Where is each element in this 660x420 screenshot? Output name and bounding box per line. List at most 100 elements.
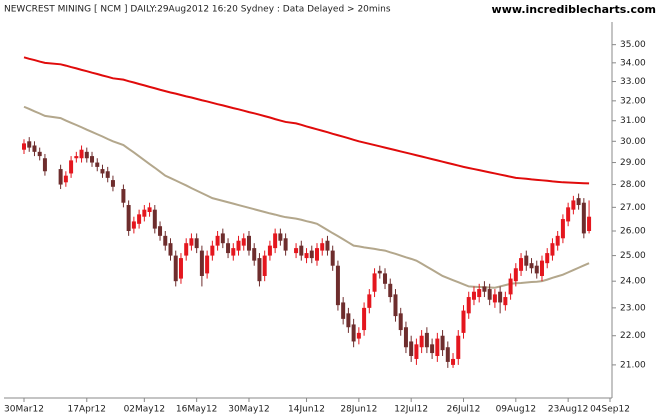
candle-body <box>283 238 288 251</box>
candle-body <box>461 310 466 333</box>
candle-body <box>137 214 142 224</box>
candle-body <box>362 307 367 331</box>
candle-body <box>131 221 136 229</box>
x-tick-label: 14Jun12 <box>288 405 325 415</box>
candle-body <box>550 243 555 256</box>
candle-body <box>351 324 356 342</box>
candle-body <box>430 344 435 354</box>
candle-body <box>335 265 340 306</box>
candle-body <box>105 171 110 178</box>
source: www.incrediblecharts.com <box>492 3 656 16</box>
candle-body <box>576 198 581 206</box>
candle-body <box>252 248 257 261</box>
x-tick-label: 04Sep12 <box>590 405 630 415</box>
candle-body <box>163 235 168 246</box>
x-tick-label: 02May12 <box>124 405 166 415</box>
candle-body <box>330 250 335 266</box>
candle-body <box>587 216 592 232</box>
candle-body <box>414 344 419 359</box>
candle-body <box>178 258 183 279</box>
candle-body <box>320 243 325 251</box>
x-tick-label: 23Aug12 <box>548 405 588 415</box>
candle-body <box>173 255 178 282</box>
candle-body <box>471 291 476 300</box>
candle-body <box>372 273 377 292</box>
candle-body <box>346 313 351 328</box>
candle-body <box>210 245 215 256</box>
y-tick-label: 30.00 <box>620 137 646 147</box>
candle-body <box>147 207 152 213</box>
x-tick-label: 30Mar12 <box>4 405 44 415</box>
candle-body <box>74 156 79 159</box>
x-tick-label: 12Jul12 <box>394 405 428 415</box>
candle-body <box>566 207 571 222</box>
candle-body <box>545 253 550 264</box>
candle-body <box>393 294 398 317</box>
candle-body <box>199 250 204 276</box>
candle-body <box>560 219 565 239</box>
candle-body <box>189 238 194 246</box>
candle-body <box>226 243 231 254</box>
y-tick-label: 32.00 <box>620 96 646 106</box>
candle-body <box>398 313 403 331</box>
candle-body <box>32 145 37 152</box>
candle-body <box>435 338 440 357</box>
candle-body <box>231 248 236 256</box>
candle-body <box>482 286 487 292</box>
candle-body <box>246 235 251 251</box>
candle-body <box>403 327 408 348</box>
y-tick-label: 35.00 <box>620 40 646 50</box>
y-tick-label: 22.00 <box>620 331 646 341</box>
candle-body <box>487 289 492 300</box>
x-tick-label: 17Apr12 <box>68 405 106 415</box>
candle-body <box>273 233 278 249</box>
y-tick-label: 26.00 <box>620 227 646 237</box>
candle-body <box>498 291 503 303</box>
candle-body <box>571 200 576 210</box>
candle-body <box>79 149 84 159</box>
candle-body <box>508 278 513 295</box>
moving-average-line <box>23 105 590 289</box>
candle-body <box>315 248 319 261</box>
candle-body <box>309 250 314 259</box>
candle-body <box>22 143 26 150</box>
candle-body <box>513 268 518 282</box>
candle-body <box>529 263 534 269</box>
y-tick-label: 23.00 <box>620 303 646 313</box>
candle-body <box>539 260 544 276</box>
candle-body <box>84 151 89 159</box>
candle-body <box>304 253 309 259</box>
candle-body <box>477 289 482 298</box>
y-tick-label: 21.00 <box>620 360 646 370</box>
candle-body <box>90 156 95 163</box>
candle-body <box>456 335 461 359</box>
candle-body <box>152 209 157 229</box>
y-tick-label: 31.00 <box>620 116 646 126</box>
candle-body <box>419 335 424 348</box>
y-tick-label: 33.00 <box>620 77 646 87</box>
moving-average-line <box>23 56 590 185</box>
candle-body <box>440 335 445 351</box>
candle-body <box>267 245 272 256</box>
x-tick-label: 09Aug12 <box>496 405 536 415</box>
candle-body <box>42 158 47 172</box>
candle-body <box>142 209 147 217</box>
chart-title: NEWCREST MINING [ NCM ] DAILY:29Aug2012 … <box>4 5 391 15</box>
candle-body <box>27 141 32 148</box>
candle-body <box>69 160 74 174</box>
candle-body <box>168 243 173 256</box>
candle-body <box>220 233 225 244</box>
candle-body <box>194 238 199 249</box>
candle-body <box>341 302 346 319</box>
candle-body <box>184 243 189 256</box>
candle-body <box>299 245 304 256</box>
x-tick-label: 30May12 <box>228 405 270 415</box>
candle-body <box>424 332 429 348</box>
candle-body <box>100 169 105 174</box>
candle-body <box>121 189 126 203</box>
candle-body <box>325 240 330 251</box>
candle-body <box>215 235 220 246</box>
candle-body <box>37 151 42 157</box>
candle-body <box>555 235 560 246</box>
